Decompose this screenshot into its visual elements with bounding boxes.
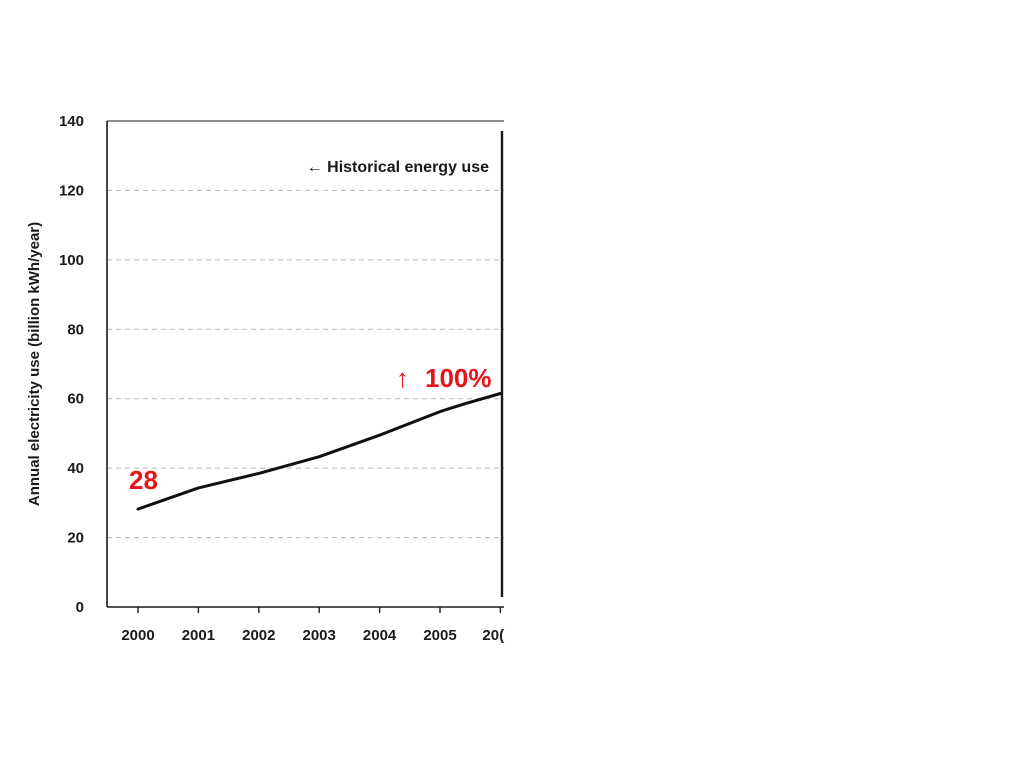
- x-tick-label: 20(: [482, 627, 504, 644]
- x-tick-label: 2005: [423, 627, 456, 644]
- y-tick-label: 60: [67, 391, 84, 408]
- x-tick-label: 2004: [363, 627, 397, 644]
- y-tick-label: 80: [67, 321, 84, 338]
- x-tick-label: 2003: [303, 627, 336, 644]
- gridlines: [107, 189, 504, 539]
- y-tick-label: 40: [67, 460, 84, 477]
- increase-arrow-icon: ↑: [396, 363, 409, 393]
- increase-label: ↑ 100%: [396, 363, 492, 393]
- historical-energy-annotation: ← Historical energy use: [307, 159, 489, 176]
- x-tick-labels: 2000 2001 2002 2003 2004 2005 20(: [121, 607, 504, 644]
- y-tick-label: 140: [59, 113, 84, 130]
- x-tick-label: 2002: [242, 627, 275, 644]
- series-line: [136, 392, 502, 511]
- y-tick-label: 100: [59, 252, 84, 269]
- y-tick-label: 0: [76, 599, 84, 616]
- x-tick-label: 2001: [182, 627, 215, 644]
- start-value-label: 28: [129, 465, 158, 495]
- x-tick-label: 2000: [121, 627, 154, 644]
- y-tick-label: 20: [67, 530, 84, 547]
- y-tick-label: 120: [59, 182, 84, 199]
- y-axis-title: Annual electricity use (billion kWh/year…: [26, 222, 43, 506]
- y-tick-labels: 0 20 40 60 80 100 120 140: [59, 113, 84, 616]
- increase-percent-label: 100%: [425, 363, 492, 393]
